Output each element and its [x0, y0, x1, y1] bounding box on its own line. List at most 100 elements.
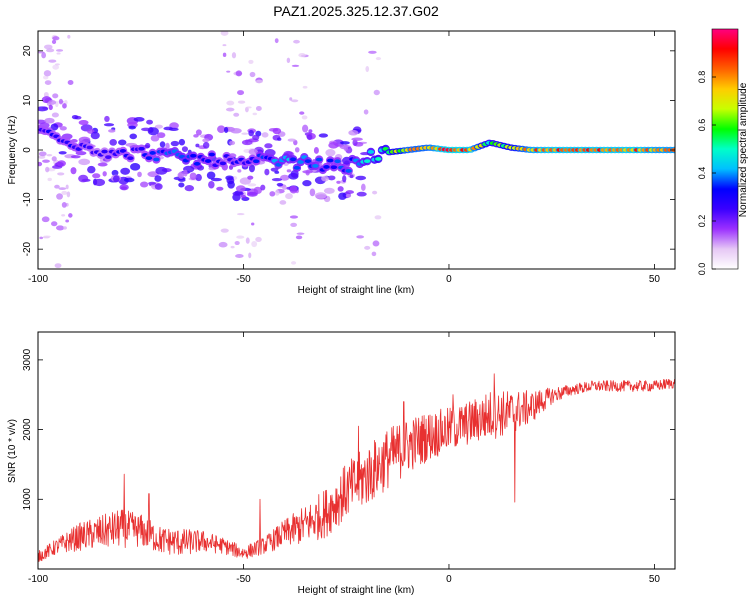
heatmap-cell: [148, 181, 157, 185]
heatmap-noise-cell: [251, 222, 255, 226]
heatmap-noise-cell: [248, 252, 252, 259]
heatmap-noise-cell: [225, 107, 235, 112]
heatmap-cell: [229, 140, 236, 146]
heatmap-cell: [154, 183, 163, 190]
heatmap-cell: [154, 124, 163, 129]
heatmap-cell: [120, 167, 131, 175]
heatmap-cell: [240, 194, 247, 199]
heatmap-noise-cell: [45, 166, 50, 173]
heatmap-noise-cell: [66, 191, 71, 198]
heatmap-y-ticks: -20 -10 0 10 20: [22, 45, 675, 257]
heatmap-cell: [48, 104, 53, 111]
heatmap-x-tick-label: 0: [446, 274, 452, 285]
heatmap-ridge-cell: [193, 161, 201, 166]
heatmap-cell: [208, 180, 215, 189]
heatmap-noise-cell: [43, 91, 49, 98]
heatmap-y-tick-label: 20: [22, 45, 33, 57]
heatmap-noise-cell: [235, 70, 243, 77]
heatmap-noise-cell: [41, 52, 47, 59]
heatmap-noise-cell: [67, 79, 74, 85]
colorbar: 0.0 0.2 0.4 0.6 0.8 Normalized spectral ampl…: [697, 28, 749, 275]
heatmap-cell: [38, 161, 43, 167]
heatmap-noise-cell: [61, 190, 68, 195]
heatmap-noise-cell: [375, 57, 382, 61]
heatmap-cell: [129, 133, 138, 140]
heatmap-marks: [38, 31, 675, 269]
heatmap-cell: [355, 175, 367, 181]
heatmap-noise-cell: [39, 236, 44, 240]
heatmap-noise-cell: [373, 89, 380, 96]
heatmap-cell: [38, 106, 49, 112]
heatmap-cell: [130, 163, 141, 171]
snr-plot-area: [38, 373, 675, 562]
heatmap-noise-cell: [245, 237, 250, 244]
heatmap-noise-cell: [286, 57, 291, 64]
heatmap-ridge-cell: [149, 151, 156, 155]
heatmap-cell: [156, 132, 166, 139]
heatmap-noise-cell: [52, 64, 60, 70]
heatmap-ridge-cell: [138, 146, 145, 151]
heatmap-cell: [337, 186, 344, 192]
heatmap-noise-cell: [44, 80, 52, 85]
heatmap-cell: [71, 115, 79, 120]
heatmap-noise-cell: [252, 112, 258, 116]
heatmap-cell: [241, 139, 253, 146]
heatmap-noise-cell: [230, 245, 235, 249]
heatmap-noise-cell: [255, 79, 264, 84]
heatmap-x-tick-label: -50: [236, 274, 251, 285]
heatmap-ridge-cell: [86, 145, 93, 150]
heatmap-noise-cell: [65, 184, 69, 190]
heatmap-ridge-cell: [312, 164, 319, 168]
heatmap-cell: [321, 175, 329, 182]
heatmap-cell: [119, 184, 129, 191]
snr-x-tick-label: 50: [649, 574, 661, 585]
heatmap-cell: [302, 124, 309, 133]
heatmap-cell: [309, 188, 316, 197]
heatmap-cell: [48, 100, 57, 105]
snr-x-axis-label: Height of straight line (km): [298, 585, 415, 596]
heatmap-cell: [235, 185, 246, 192]
heatmap-cell: [137, 171, 142, 178]
heatmap-noise-cell: [51, 112, 59, 118]
heatmap-x-ticks: -100 -50 0 50: [28, 31, 660, 285]
heatmap-y-tick-label: -20: [22, 242, 33, 257]
heatmap-noise-cell: [50, 221, 58, 227]
heatmap-ridge-cell: [326, 158, 334, 163]
heatmap-ridge-cell: [297, 160, 304, 164]
heatmap-cell: [313, 147, 319, 154]
snr-frame: [37, 331, 676, 570]
heatmap-ridge-cell: [204, 159, 212, 163]
heatmap-noise-cell: [65, 219, 70, 223]
heatmap-cell: [352, 139, 358, 146]
heatmap-noise-cell: [231, 52, 237, 59]
heatmap-cell: [146, 119, 153, 125]
heatmap-noise-cell: [237, 90, 245, 96]
heatmap-noise-cell: [290, 261, 297, 265]
heatmap-cell: [206, 171, 216, 180]
heatmap-noise-cell: [301, 115, 308, 120]
heatmap-y-axis-label: Frequency (Hz): [7, 116, 18, 185]
heatmap-noise-cell: [251, 241, 258, 248]
heatmap-noise-cell: [56, 193, 63, 200]
heatmap-cell: [163, 126, 174, 131]
heatmap-noise-cell: [43, 44, 53, 50]
heatmap-noise-cell: [226, 100, 235, 106]
heatmap-noise-cell: [46, 154, 53, 157]
heatmap-noise-cell: [234, 240, 240, 246]
heatmap-cell: [112, 175, 120, 183]
heatmap-cell: [90, 131, 100, 140]
heatmap-cell: [38, 151, 47, 157]
heatmap-cell: [184, 185, 195, 192]
heatmap-noise-cell: [293, 39, 300, 44]
heatmap-ridge-cell: [334, 159, 341, 164]
heatmap-noise-cell: [233, 112, 240, 117]
heatmap-cell: [246, 191, 258, 197]
colorbar-gradient: [711, 28, 739, 270]
heatmap-cell: [123, 177, 135, 183]
heatmap-noise-cell: [274, 38, 279, 44]
heatmap-noise-cell: [371, 251, 377, 257]
heatmap-cell: [103, 123, 115, 127]
heatmap-ridge-cell: [219, 161, 227, 166]
heatmap-cell: [276, 182, 284, 187]
heatmap-noise-cell: [51, 39, 57, 45]
